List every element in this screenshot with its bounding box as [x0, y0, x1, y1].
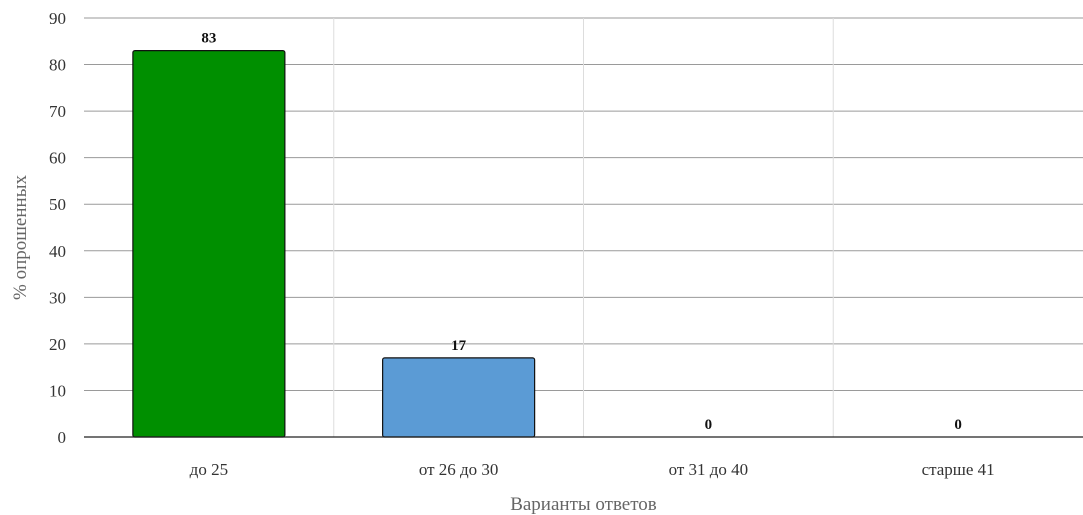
bar-value-label: 83	[201, 31, 216, 47]
y-axis-title: % опрошенных	[10, 175, 31, 300]
x-axis-category-labels: до 25 от 26 до 30 от 31 до 40 старше 41	[190, 460, 995, 479]
y-tick-label: 20	[49, 335, 66, 354]
y-tick-label: 70	[49, 102, 66, 121]
x-category-label: от 31 до 40	[669, 460, 749, 479]
bars	[132, 49, 536, 438]
x-category-label: до 25	[190, 460, 228, 479]
bar	[132, 49, 286, 438]
x-category-label: от 26 до 30	[419, 460, 499, 479]
y-axis-tick-labels: 0 10 20 30 40 50 60 70 80 90	[49, 9, 66, 447]
y-tick-label: 0	[58, 428, 67, 447]
y-tick-label: 40	[49, 242, 66, 261]
x-axis-title: Варианты ответов	[510, 494, 657, 515]
y-tick-label: 50	[49, 195, 66, 214]
y-tick-label: 80	[49, 56, 66, 75]
y-tick-label: 30	[49, 288, 66, 307]
y-tick-label: 60	[49, 149, 66, 168]
bar	[382, 357, 536, 438]
y-tick-label: 10	[49, 381, 66, 400]
y-tick-label: 90	[49, 9, 66, 28]
bar-value-labels: 83 17 0 0	[201, 31, 962, 433]
x-category-label: старше 41	[922, 460, 995, 479]
vertical-gridlines	[333, 18, 834, 437]
bar-value-label: 17	[451, 338, 467, 354]
bar-value-label: 0	[705, 417, 713, 433]
bar-value-label: 0	[954, 417, 962, 433]
